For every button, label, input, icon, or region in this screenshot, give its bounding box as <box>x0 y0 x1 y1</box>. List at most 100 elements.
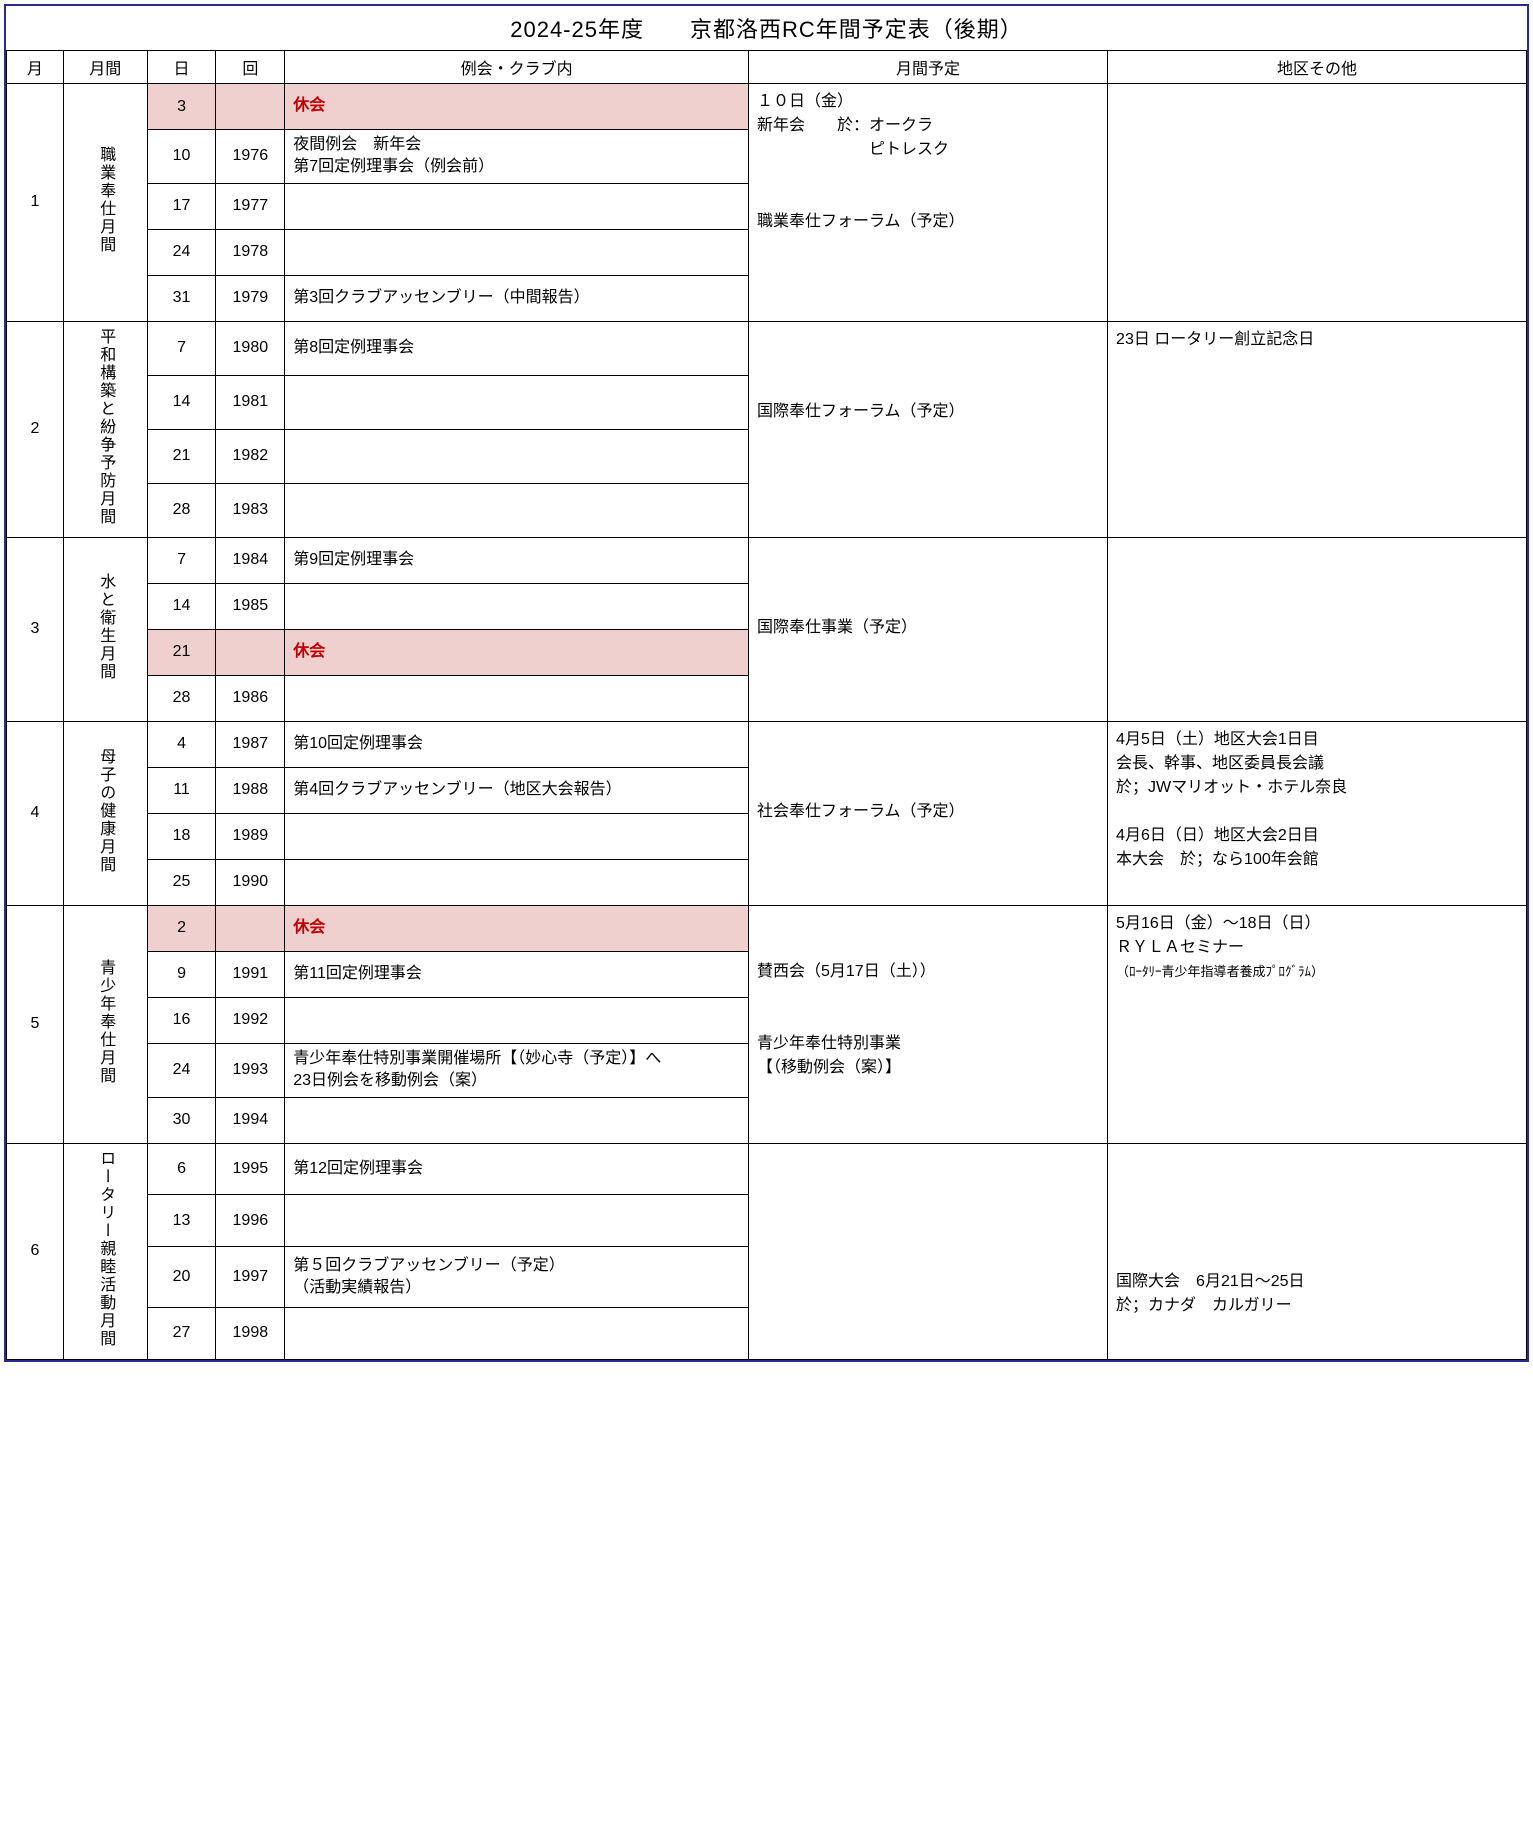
day-cell: 20 <box>147 1247 216 1308</box>
day-cell: 17 <box>147 183 216 229</box>
num-cell: 1983 <box>216 483 285 537</box>
monthly-cell: 賛西会（5月17日（土））青少年奉仕特別事業【（移動例会（案）】 <box>749 905 1108 1143</box>
header-event: 例会・クラブ内 <box>285 51 749 84</box>
num-cell: 1982 <box>216 429 285 483</box>
district-cell <box>1108 537 1527 721</box>
event-cell: 第５回クラブアッセンブリー（予定）（活動実績報告） <box>285 1247 749 1308</box>
day-cell: 24 <box>147 229 216 275</box>
theme-cell: 平和構築と紛争予防月間 <box>63 321 147 537</box>
event-cell: 休会 <box>285 84 749 130</box>
district-cell: 4月5日（土）地区大会1日目会長、幹事、地区委員長会議於；JWマリオット・ホテル… <box>1108 721 1527 905</box>
theme-cell: 水と衛生月間 <box>63 537 147 721</box>
event-cell: 第12回定例理事会 <box>285 1143 749 1195</box>
num-cell: 1988 <box>216 767 285 813</box>
district-cell: 23日 ロータリー創立記念日 <box>1108 321 1527 537</box>
num-cell: 1993 <box>216 1043 285 1097</box>
event-cell: 夜間例会 新年会第7回定例理事会（例会前） <box>285 130 749 184</box>
event-cell: 第3回クラブアッセンブリー（中間報告） <box>285 275 749 321</box>
day-cell: 3 <box>147 84 216 130</box>
event-cell <box>285 675 749 721</box>
num-cell: 1977 <box>216 183 285 229</box>
event-cell <box>285 997 749 1043</box>
event-cell: 第10回定例理事会 <box>285 721 749 767</box>
day-cell: 18 <box>147 813 216 859</box>
schedule-table: 月 月間 日 回 例会・クラブ内 月間予定 地区その他 1職業奉仕月間3休会１０… <box>6 50 1527 1360</box>
event-cell <box>285 483 749 537</box>
day-cell: 16 <box>147 997 216 1043</box>
month-cell: 5 <box>7 905 64 1143</box>
num-cell <box>216 905 285 951</box>
monthly-cell: 国際奉仕フォーラム（予定） <box>749 321 1108 537</box>
day-cell: 7 <box>147 321 216 375</box>
day-cell: 21 <box>147 429 216 483</box>
event-cell <box>285 183 749 229</box>
event-cell <box>285 375 749 429</box>
theme-cell: 職業奉仕月間 <box>63 84 147 322</box>
table-row: 3水と衛生月間71984第9回定例理事会国際奉仕事業（予定） <box>7 537 1527 583</box>
monthly-cell <box>749 1143 1108 1359</box>
event-cell <box>285 1195 749 1247</box>
monthly-cell: 国際奉仕事業（予定） <box>749 537 1108 721</box>
event-cell: 休会 <box>285 905 749 951</box>
table-row: 4母子の健康月間41987第10回定例理事会社会奉仕フォーラム（予定）4月5日（… <box>7 721 1527 767</box>
num-cell: 1987 <box>216 721 285 767</box>
page-title: 2024-25年度 京都洛西RC年間予定表（後期） <box>6 6 1527 50</box>
event-cell <box>285 1097 749 1143</box>
month-cell: 6 <box>7 1143 64 1359</box>
district-cell: 5月16日（金）～18日（日）ＲＹＬＡセミナー（ﾛｰﾀﾘｰ青少年指導者養成ﾌﾟﾛ… <box>1108 905 1527 1143</box>
num-cell: 1978 <box>216 229 285 275</box>
header-district: 地区その他 <box>1108 51 1527 84</box>
table-row: 1職業奉仕月間3休会１０日（金）新年会 於：オークラ ピトレスク職業奉仕フォーラ… <box>7 84 1527 130</box>
header-theme: 月間 <box>63 51 147 84</box>
event-cell: 第11回定例理事会 <box>285 951 749 997</box>
num-cell: 1996 <box>216 1195 285 1247</box>
table-body: 1職業奉仕月間3休会１０日（金）新年会 於：オークラ ピトレスク職業奉仕フォーラ… <box>7 84 1527 1360</box>
num-cell: 1979 <box>216 275 285 321</box>
num-cell <box>216 84 285 130</box>
day-cell: 14 <box>147 583 216 629</box>
day-cell: 14 <box>147 375 216 429</box>
day-cell: 27 <box>147 1307 216 1359</box>
header-num: 回 <box>216 51 285 84</box>
header-monthly: 月間予定 <box>749 51 1108 84</box>
header-row: 月 月間 日 回 例会・クラブ内 月間予定 地区その他 <box>7 51 1527 84</box>
table-row: 6ロータリー親睦活動月間61995第12回定例理事会国際大会 6月21日～25日… <box>7 1143 1527 1195</box>
table-row: 2平和構築と紛争予防月間71980第8回定例理事会国際奉仕フォーラム（予定）23… <box>7 321 1527 375</box>
theme-cell: 青少年奉仕月間 <box>63 905 147 1143</box>
month-cell: 2 <box>7 321 64 537</box>
event-cell <box>285 813 749 859</box>
day-cell: 25 <box>147 859 216 905</box>
num-cell: 1980 <box>216 321 285 375</box>
num-cell: 1998 <box>216 1307 285 1359</box>
event-cell <box>285 429 749 483</box>
day-cell: 24 <box>147 1043 216 1097</box>
monthly-cell: 社会奉仕フォーラム（予定） <box>749 721 1108 905</box>
table-row: 5青少年奉仕月間2休会賛西会（5月17日（土））青少年奉仕特別事業【（移動例会（… <box>7 905 1527 951</box>
day-cell: 2 <box>147 905 216 951</box>
num-cell: 1995 <box>216 1143 285 1195</box>
num-cell <box>216 629 285 675</box>
num-cell: 1989 <box>216 813 285 859</box>
monthly-cell: １０日（金）新年会 於：オークラ ピトレスク職業奉仕フォーラム（予定） <box>749 84 1108 322</box>
day-cell: 7 <box>147 537 216 583</box>
day-cell: 6 <box>147 1143 216 1195</box>
num-cell: 1997 <box>216 1247 285 1308</box>
event-cell: 第8回定例理事会 <box>285 321 749 375</box>
day-cell: 10 <box>147 130 216 184</box>
num-cell: 1981 <box>216 375 285 429</box>
event-cell <box>285 1307 749 1359</box>
day-cell: 9 <box>147 951 216 997</box>
day-cell: 30 <box>147 1097 216 1143</box>
event-cell: 第4回クラブアッセンブリー（地区大会報告） <box>285 767 749 813</box>
district-cell <box>1108 84 1527 322</box>
month-cell: 1 <box>7 84 64 322</box>
event-cell: 青少年奉仕特別事業開催場所【（妙心寺（予定）】へ23日例会を移動例会（案） <box>285 1043 749 1097</box>
theme-cell: 母子の健康月間 <box>63 721 147 905</box>
day-cell: 21 <box>147 629 216 675</box>
schedule-wrapper: 2024-25年度 京都洛西RC年間予定表（後期） 月 月間 日 回 例会・クラ… <box>4 4 1529 1362</box>
district-cell: 国際大会 6月21日～25日於；カナダ カルガリー <box>1108 1143 1527 1359</box>
header-day: 日 <box>147 51 216 84</box>
day-cell: 28 <box>147 483 216 537</box>
day-cell: 11 <box>147 767 216 813</box>
day-cell: 13 <box>147 1195 216 1247</box>
